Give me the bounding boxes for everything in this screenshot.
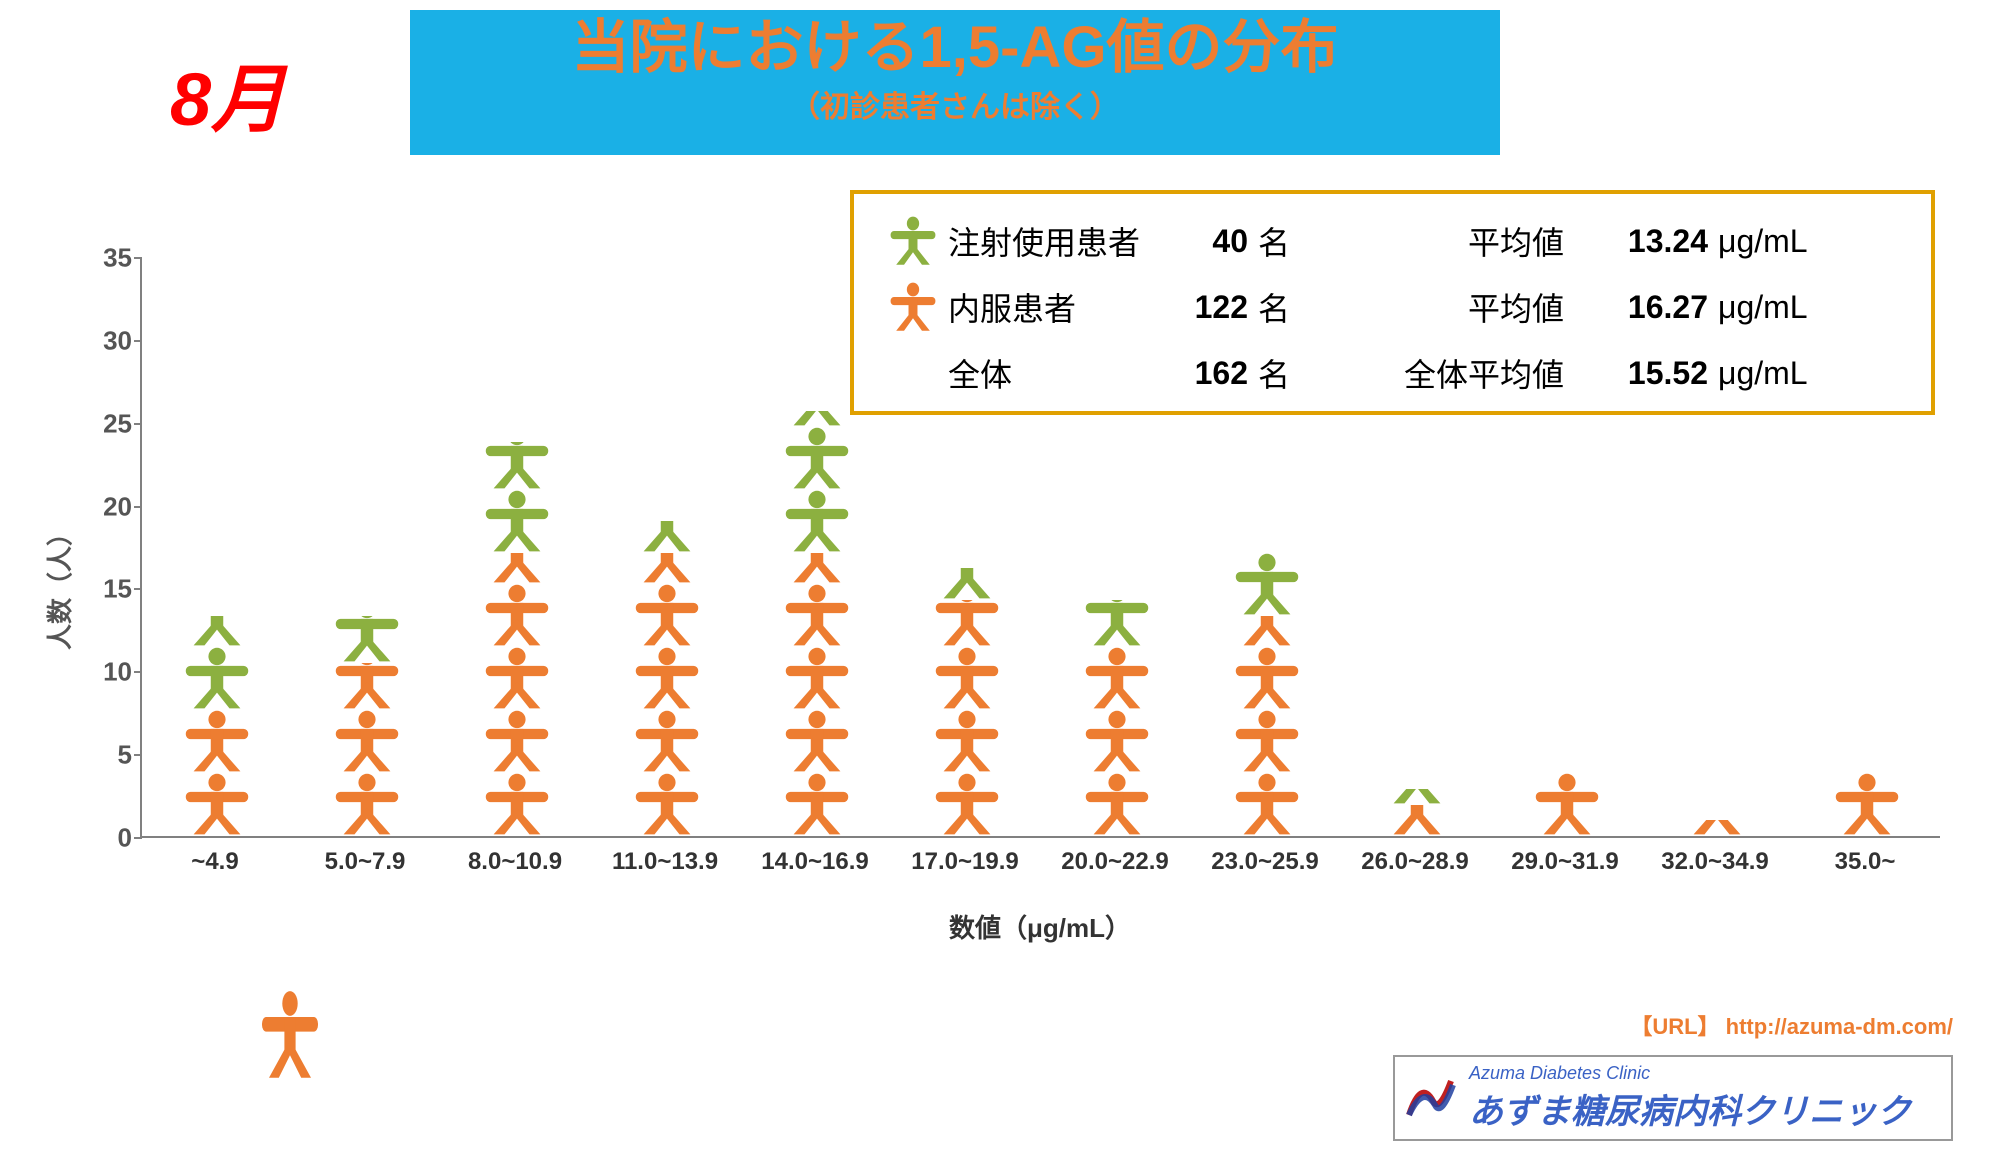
person-icon [928, 568, 1006, 600]
person-icon [1228, 553, 1306, 616]
month-label: 8月 [170, 40, 285, 147]
person-icon [1528, 773, 1606, 836]
legend-count: 40 [1158, 223, 1248, 260]
bar [1078, 600, 1156, 836]
person-icon [628, 584, 706, 647]
person-icon [1828, 773, 1906, 836]
title-sub: （初診患者さんは除く） [410, 82, 1500, 126]
bar [1828, 773, 1906, 836]
person-icon [478, 442, 556, 489]
y-tick-label: 0 [72, 823, 132, 854]
person-icon [1078, 647, 1156, 710]
x-axis-title: 数値（μg/mL） [140, 908, 1940, 945]
bar [778, 411, 856, 836]
person-icon [478, 773, 556, 836]
y-tick-label: 30 [72, 325, 132, 356]
x-tick-label: 35.0~ [1835, 848, 1896, 876]
title-banner: 当院における1,5-AG値の分布 （初診患者さんは除く） [410, 10, 1500, 155]
bar [478, 442, 556, 836]
bar [628, 521, 706, 836]
person-icon [778, 710, 856, 773]
person-icon [928, 773, 1006, 836]
person-icon [178, 773, 256, 836]
legend-avg-value: 13.24 [1578, 223, 1708, 260]
person-icon [628, 710, 706, 773]
person-icon [928, 710, 1006, 773]
bar [1528, 773, 1606, 836]
person-icon [255, 990, 325, 1088]
person-icon [328, 710, 406, 773]
clinic-name-jp: あずま糖尿病内科クリニック [1469, 1084, 1941, 1133]
person-icon [628, 553, 706, 585]
legend-avg-unit: μg/mL [1708, 223, 1828, 260]
x-tick-label: ~4.9 [191, 848, 238, 876]
person-icon [628, 647, 706, 710]
person-icon [328, 773, 406, 836]
person-icon [328, 663, 406, 710]
person-icon [928, 647, 1006, 710]
person-icon [628, 521, 706, 553]
x-tick-label: 29.0~31.9 [1511, 848, 1618, 876]
x-tick-label: 8.0~10.9 [468, 848, 562, 876]
person-icon [328, 616, 406, 663]
person-icon [778, 584, 856, 647]
person-icon [778, 411, 856, 427]
x-tick-label: 5.0~7.9 [325, 848, 406, 876]
chart: 05101520253035 [140, 258, 1940, 898]
x-tick-label: 14.0~16.9 [761, 848, 868, 876]
bar [178, 616, 256, 837]
person-icon [178, 710, 256, 773]
person-icon [178, 647, 256, 710]
bar [328, 616, 406, 837]
person-icon [778, 647, 856, 710]
y-tick-label: 25 [72, 408, 132, 439]
clinic-url: 【URL】 http://azuma-dm.com/ [1630, 1009, 1953, 1041]
y-tick-label: 5 [72, 740, 132, 771]
person-icon [1378, 805, 1456, 837]
footer-caption [255, 990, 345, 1088]
x-labels: ~4.9 5.0~7.9 8.0~10.9 11.0~13.9 14.0~16.9 17.… [140, 848, 1940, 898]
person-icon [778, 490, 856, 553]
x-tick-label: 11.0~13.9 [612, 848, 718, 876]
clinic-logo-icon [1403, 1071, 1457, 1130]
person-icon [1678, 820, 1756, 836]
plot-area: 05101520253035 [140, 258, 1940, 838]
person-icon [778, 553, 856, 585]
clinic-box: Azuma Diabetes Clinic あずま糖尿病内科クリニック [1393, 1055, 1953, 1141]
person-icon [178, 616, 256, 648]
person-icon [1228, 710, 1306, 773]
bar [1678, 820, 1756, 836]
bar [1378, 789, 1456, 836]
person-icon [478, 647, 556, 710]
person-icon [1228, 647, 1306, 710]
person-icon [778, 773, 856, 836]
person-icon [928, 600, 1006, 647]
clinic-name-en: Azuma Diabetes Clinic [1469, 1063, 1941, 1084]
person-icon [478, 710, 556, 773]
person-icon [1378, 789, 1456, 805]
x-tick-label: 26.0~28.9 [1361, 848, 1468, 876]
x-tick-label: 20.0~22.9 [1061, 848, 1168, 876]
person-icon [1078, 773, 1156, 836]
person-icon [1078, 600, 1156, 647]
person-icon [478, 490, 556, 553]
bar [928, 568, 1006, 836]
bar [1228, 553, 1306, 837]
person-icon [778, 427, 856, 490]
y-tick-label: 15 [72, 574, 132, 605]
y-tick-label: 20 [72, 491, 132, 522]
person-icon [478, 553, 556, 585]
x-tick-label: 17.0~19.9 [911, 848, 1018, 876]
y-tick-label: 35 [72, 243, 132, 274]
x-tick-label: 23.0~25.9 [1211, 848, 1318, 876]
person-icon [628, 773, 706, 836]
person-icon [1228, 616, 1306, 648]
y-tick-label: 10 [72, 657, 132, 688]
x-tick-label: 32.0~34.9 [1661, 848, 1768, 876]
title-main: 当院における1,5-AG値の分布 [410, 16, 1500, 80]
person-icon [1078, 710, 1156, 773]
person-icon [1228, 773, 1306, 836]
person-icon [478, 584, 556, 647]
